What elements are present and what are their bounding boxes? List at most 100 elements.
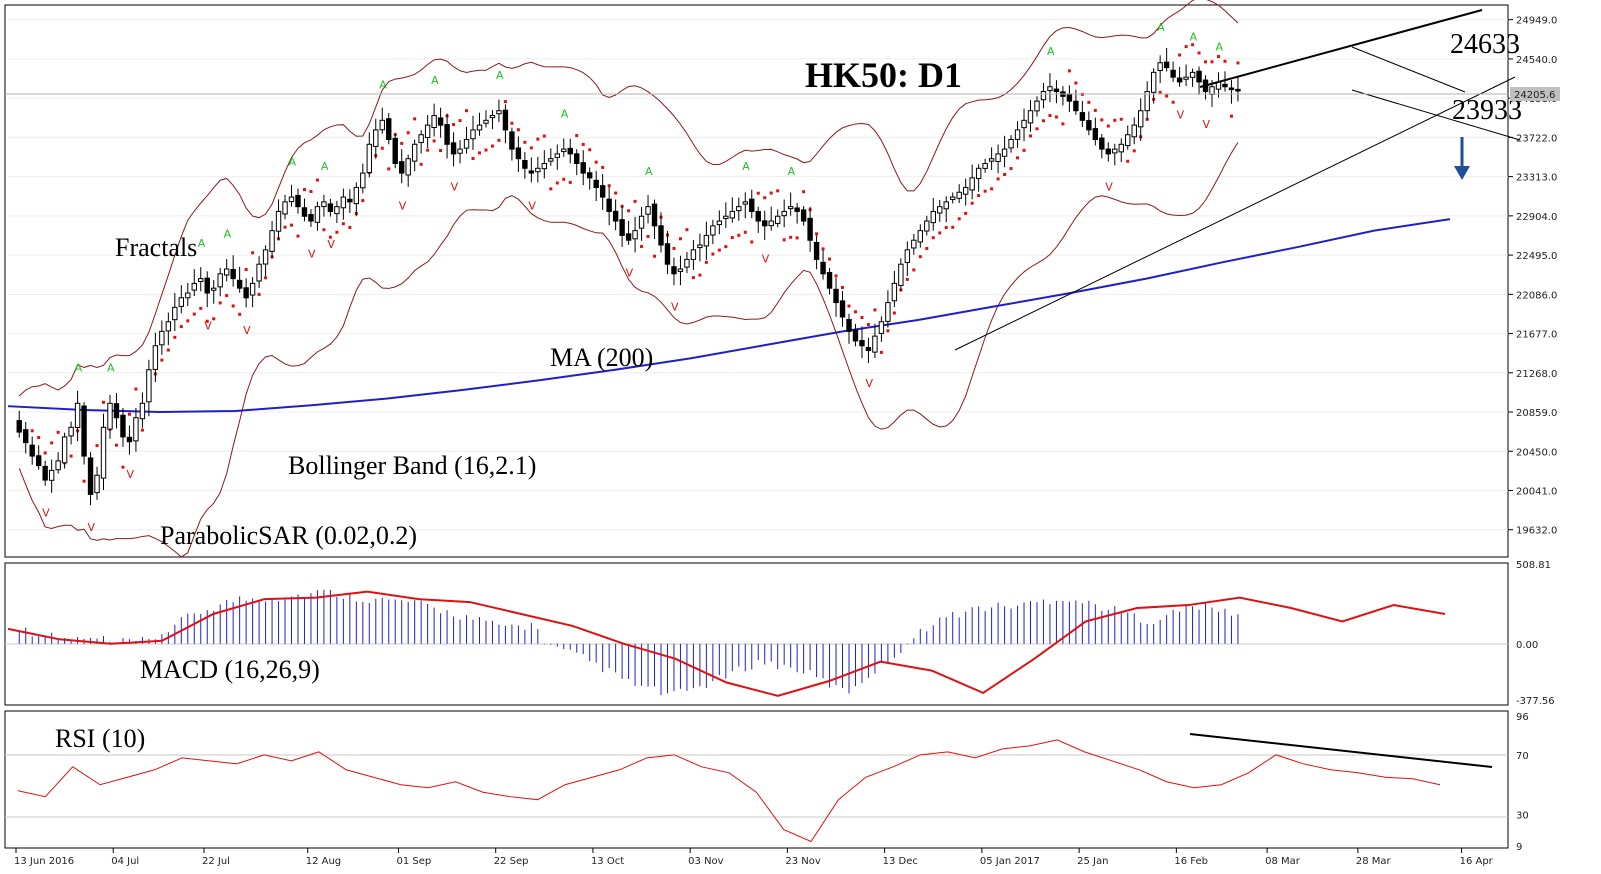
candle-body [301,207,308,217]
sar-dot [815,232,819,236]
candle-body [768,220,774,227]
price-tick-label: 21268.0 [1516,369,1557,380]
candle-body [23,429,29,444]
macd-histogram [18,589,1239,696]
candle-body [308,214,314,222]
candle-body [1008,139,1014,149]
candle-body [930,210,936,224]
candle-body [502,109,509,131]
level-high-label: 24633 [1450,29,1520,60]
candle-body [567,147,573,155]
sar-dot [43,451,47,455]
candle-body [353,186,360,205]
sar-dot [503,100,507,104]
sar-dot [186,319,190,323]
candle-body [535,167,541,173]
sar-dot [296,234,300,238]
candle-body [651,203,658,227]
sar-dot [1158,90,1162,94]
candle-body [483,119,489,124]
candle-body [159,330,165,346]
candle-body [509,131,515,150]
sar-dot [199,306,203,310]
candle-body [327,203,334,212]
sar-dot [1061,122,1065,126]
sar-dot [905,277,909,281]
fractal-down-marker: V [42,507,50,520]
sar-dot [244,268,248,272]
time-tick-label: 05 Jan 2017 [980,856,1040,867]
candle-body [172,306,178,321]
fractal-down-marker: V [243,324,251,337]
rsi-panel-frame [4,710,1509,849]
label-sar: ParabolicSAR (0.02,0.2) [160,521,417,550]
candle-body [424,124,431,138]
sar-dot [737,233,741,237]
sar-dot [568,180,572,184]
fractal-down-marker: V [762,252,770,265]
fractal-up-marker: A [496,69,504,82]
candle-body [29,444,35,457]
rsi-tick-label: 96 [1516,712,1529,723]
candle-body [1021,119,1027,129]
sar-dot [691,276,695,280]
sar-dot [795,236,799,240]
candle-body [1073,100,1079,112]
sar-dot [173,335,177,339]
candle-body [314,206,321,223]
candle-body [658,225,664,246]
sar-dot [166,348,170,352]
candle-body [48,469,55,481]
candle-body [269,230,275,252]
sar-dot [225,294,229,298]
fractal-down-marker: V [865,377,873,390]
sar-dot [328,235,332,239]
sar-dot [841,285,845,289]
sar-dot [1106,124,1110,128]
candle-body [1189,71,1196,78]
fractal-up-marker: A [198,237,206,250]
macd-tick-label: 508.81 [1516,560,1551,571]
candle-body [470,129,476,140]
candle-body [911,239,917,249]
sar-dot [484,148,488,152]
sar-dot [834,274,838,278]
time-tick-label: 13 Oct [591,856,624,867]
price-axis: 19632.0 20041.0 20450.0 20859.0 21268.0 21677… [1508,16,1557,537]
sar-dot [452,123,456,127]
sar-dot [918,255,922,259]
candle-body [781,210,787,217]
candle-body [152,345,159,370]
sar-dot [309,190,313,194]
candle-body [61,436,68,464]
sar-dot [769,191,773,195]
candle-body [1099,137,1105,150]
candle-body [496,110,502,115]
rsi-tick-label: 30 [1516,811,1529,822]
candle-body [68,426,74,437]
sar-dot [1223,59,1227,63]
sar-dot [140,428,144,432]
sar-dot [756,191,760,195]
sar-dot [1009,167,1013,171]
candle-body [619,219,625,236]
candle-body [373,129,379,147]
fractal-up-marker: A [1190,31,1198,44]
sar-dot [458,119,462,123]
sar-dot [264,276,268,280]
candle-body [113,403,120,419]
fractal-down-marker: V [626,267,634,280]
sar-dot [1184,45,1188,49]
candle-body [1157,62,1163,72]
sar-dot [957,217,961,221]
sar-dot [516,128,520,132]
candle-body [904,249,911,263]
sar-dot [432,139,436,143]
sar-dot [69,454,73,458]
candle-body [1092,128,1099,141]
candle-body [340,196,347,209]
candle-body [988,158,995,162]
candle-body [1228,87,1235,91]
time-tick-label: 01 Sep [396,856,431,867]
sar-dot [529,146,533,150]
